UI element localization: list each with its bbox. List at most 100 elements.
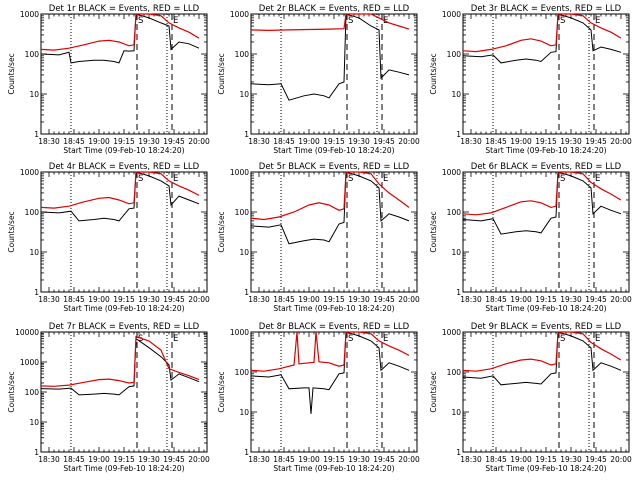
y-tick-label: 1 bbox=[34, 448, 39, 457]
x-tick-label: 18:45 bbox=[485, 455, 507, 464]
x-tick-label: 19:45 bbox=[585, 295, 607, 304]
panel-det-6r: Det 6r BLACK = Events, RED = LLD 1 10 100 10… bbox=[429, 162, 632, 313]
y-tick-label: 1000 bbox=[20, 10, 39, 19]
y-axis-label: Counts/sec bbox=[217, 211, 226, 252]
x-tick-label: 19:30 bbox=[560, 137, 582, 146]
y-tick-label: 1 bbox=[456, 288, 461, 297]
x-tick-label: 20:00 bbox=[188, 455, 210, 464]
x-tick-label: 19:15 bbox=[323, 295, 345, 304]
lld-series-line bbox=[250, 13, 410, 32]
lld-series-line bbox=[40, 335, 200, 387]
panel-title: Det 3r BLACK = Events, RED = LLD bbox=[471, 4, 622, 14]
marker-label-e: E bbox=[173, 174, 178, 184]
y-tick-label: 1000 bbox=[442, 10, 461, 19]
y-tick-label: 1 bbox=[34, 130, 39, 139]
x-tick-label: 20:00 bbox=[188, 137, 210, 146]
y-tick-label: 10000 bbox=[15, 328, 39, 337]
x-tick-label: 19:15 bbox=[535, 295, 557, 304]
events-series-line bbox=[462, 13, 622, 64]
y-tick-label: 100 bbox=[25, 208, 40, 217]
x-tick-label: 19:30 bbox=[348, 455, 370, 464]
y-tick-label: 1000 bbox=[230, 10, 249, 19]
panel-det-8r: Det 8r BLACK = Events, RED = LLD 1 10 100 10… bbox=[217, 322, 420, 473]
panel-det-5r: Det 5r BLACK = Events, RED = LLD 1 10 100 10… bbox=[217, 162, 420, 313]
x-tick-label: 18:45 bbox=[63, 295, 85, 304]
lld-series-line bbox=[462, 331, 622, 372]
x-tick-label: 19:00 bbox=[88, 295, 110, 304]
x-tick-label: 19:45 bbox=[373, 295, 395, 304]
x-axis-label: Start Time (09-Feb-10 18:24:20) bbox=[63, 146, 184, 155]
x-tick-label: 19:00 bbox=[510, 455, 532, 464]
plot-frame bbox=[250, 13, 418, 135]
panel-title: Det 4r BLACK = Events, RED = LLD bbox=[49, 162, 200, 172]
x-tick-label: 19:00 bbox=[510, 295, 532, 304]
y-tick-label: 10 bbox=[239, 408, 249, 417]
x-axis-label: Start Time (09-Feb-10 18:24:20) bbox=[485, 464, 606, 473]
y-tick-label: 1000 bbox=[20, 168, 39, 177]
panel-title: Det 9r BLACK = Events, RED = LLD bbox=[471, 322, 622, 332]
x-tick-label: 19:30 bbox=[348, 137, 370, 146]
y-tick-label: 10 bbox=[239, 90, 249, 99]
y-tick-label: 100 bbox=[235, 208, 250, 217]
y-axis-label: Counts/sec bbox=[429, 211, 438, 252]
x-axis-label: Start Time (09-Feb-10 18:24:20) bbox=[273, 304, 394, 313]
x-axis-label: Start Time (09-Feb-10 18:24:20) bbox=[485, 146, 606, 155]
y-tick-label: 1 bbox=[244, 448, 249, 457]
marker-label-s: S bbox=[560, 334, 565, 344]
panel-title: Det 2r BLACK = Events, RED = LLD bbox=[259, 4, 410, 14]
events-series-line bbox=[250, 171, 410, 245]
x-tick-label: 18:45 bbox=[485, 295, 507, 304]
plot-frame bbox=[40, 171, 208, 293]
y-tick-label: 100 bbox=[447, 50, 462, 59]
x-tick-label: 20:00 bbox=[398, 137, 420, 146]
y-tick-label: 1000 bbox=[442, 168, 461, 177]
x-tick-label: 19:15 bbox=[535, 455, 557, 464]
x-tick-label: 19:30 bbox=[138, 455, 160, 464]
x-tick-label: 19:30 bbox=[138, 137, 160, 146]
x-tick-label: 18:30 bbox=[248, 137, 270, 146]
events-series-line bbox=[250, 331, 410, 414]
x-tick-label: 18:30 bbox=[248, 455, 270, 464]
y-tick-label: 1000 bbox=[230, 328, 249, 337]
y-tick-label: 10 bbox=[239, 248, 249, 257]
x-tick-label: 18:30 bbox=[248, 295, 270, 304]
panel-det-7r: Det 7r BLACK = Events, RED = LLD 1 10 100 10… bbox=[7, 322, 210, 473]
marker-label-e: E bbox=[595, 16, 600, 26]
y-tick-label: 100 bbox=[447, 208, 462, 217]
marker-label-e: E bbox=[173, 334, 178, 344]
marker-label-e: E bbox=[595, 174, 600, 184]
marker-label-e: E bbox=[383, 174, 388, 184]
x-tick-label: 18:30 bbox=[460, 137, 482, 146]
plot-frame bbox=[462, 13, 630, 135]
marker-label-s: S bbox=[560, 16, 565, 26]
panel-det-9r: Det 9r BLACK = Events, RED = LLD 1 10 100 10… bbox=[429, 322, 632, 473]
x-tick-label: 18:30 bbox=[38, 455, 60, 464]
lld-series-line bbox=[250, 331, 410, 372]
y-tick-label: 100 bbox=[25, 50, 40, 59]
x-tick-label: 20:00 bbox=[398, 295, 420, 304]
x-tick-label: 19:00 bbox=[298, 137, 320, 146]
marker-label-s: S bbox=[348, 174, 353, 184]
x-tick-label: 20:00 bbox=[188, 295, 210, 304]
y-axis-label: Counts/sec bbox=[217, 371, 226, 412]
plot-frame bbox=[250, 331, 418, 453]
events-series-line bbox=[462, 171, 622, 235]
x-tick-label: 19:30 bbox=[348, 295, 370, 304]
x-tick-label: 19:00 bbox=[88, 455, 110, 464]
x-tick-label: 19:45 bbox=[373, 455, 395, 464]
x-tick-label: 19:45 bbox=[585, 137, 607, 146]
panel-title: Det 1r BLACK = Events, RED = LLD bbox=[49, 4, 200, 14]
x-tick-label: 19:00 bbox=[298, 295, 320, 304]
y-axis-label: Counts/sec bbox=[429, 53, 438, 94]
panel-det-2r: Det 2r BLACK = Events, RED = LLD 1 10 100 10… bbox=[217, 4, 420, 155]
x-axis-label: Start Time (09-Feb-10 18:24:20) bbox=[273, 146, 394, 155]
x-tick-label: 19:15 bbox=[113, 137, 135, 146]
lld-series-line bbox=[250, 171, 410, 221]
x-tick-label: 18:45 bbox=[63, 455, 85, 464]
panel-det-3r: Det 3r BLACK = Events, RED = LLD 1 10 100 10… bbox=[429, 4, 632, 155]
y-tick-label: 100 bbox=[447, 368, 462, 377]
panel-det-1r: Det 1r BLACK = Events, RED = LLD 1 10 100 10… bbox=[7, 4, 210, 155]
x-axis-label: Start Time (09-Feb-10 18:24:20) bbox=[485, 304, 606, 313]
y-tick-label: 1 bbox=[456, 448, 461, 457]
x-tick-label: 19:15 bbox=[113, 295, 135, 304]
